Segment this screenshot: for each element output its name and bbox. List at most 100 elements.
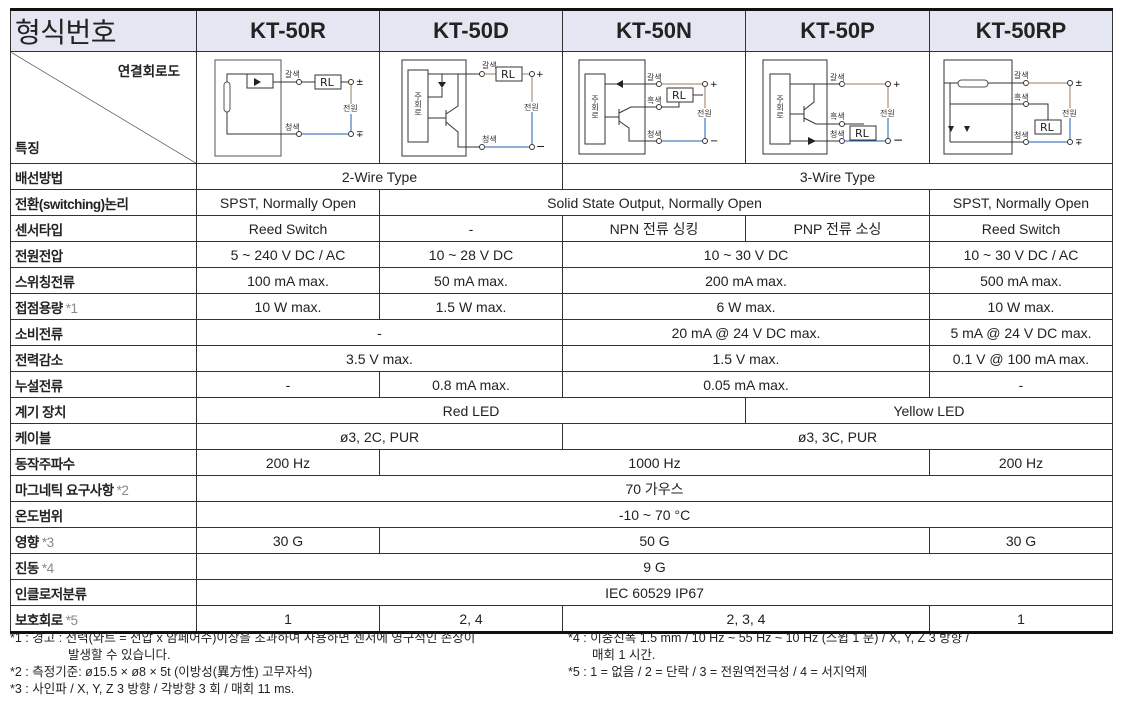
load-label: RL (320, 76, 335, 89)
spec-value: PNP 전류 소싱 (745, 215, 930, 242)
spec-value: Yellow LED (745, 397, 1113, 424)
spec-value: IEC 60529 IP67 (196, 579, 1113, 606)
svg-text:−: − (536, 140, 545, 153)
row-label-text: 계기 장치 (15, 404, 66, 420)
footnote-ref: *2 (116, 482, 129, 498)
spec-value: 5 ~ 240 V DC / AC (196, 241, 380, 268)
spec-value: -10 ~ 70 °C (196, 501, 1113, 528)
row-label: 전력감소 (10, 345, 197, 372)
wire-label: 갈색 (647, 72, 662, 82)
svg-text:∓: ∓ (1075, 138, 1083, 148)
wire-label: 갈색 (830, 72, 845, 82)
wire-label: 청색 (647, 129, 662, 139)
spec-row: 진동 *4 9 G (10, 553, 1113, 580)
spec-value: 200 Hz (929, 449, 1113, 476)
footnote-ref: *4 (41, 560, 54, 576)
svg-text:+: + (893, 80, 901, 90)
spec-value: 10 ~ 30 V DC / AC (929, 241, 1113, 268)
wire-label: 흑색 (1014, 92, 1029, 102)
row-label: 진동 *4 (10, 553, 197, 580)
wire-label: 청색 (482, 134, 497, 144)
row-label-text: 소비전류 (15, 326, 63, 342)
spec-value: 10 W max. (196, 293, 380, 320)
circuit-cell-kt-50p: 주회로 갈색 흑색 청색 RL 전원 + − (745, 51, 930, 164)
spec-value: Red LED (196, 397, 746, 424)
row-label: 누설전류 (10, 371, 197, 398)
spec-value: 1 (929, 605, 1113, 633)
load-label: RL (855, 127, 870, 140)
row-label: 센서타입 (10, 215, 197, 242)
svg-text:−: − (893, 133, 903, 147)
spec-row: 동작주파수 200 Hz 1000 Hz 200 Hz (10, 449, 1113, 476)
load-label: RL (1040, 121, 1055, 134)
svg-text:+: + (710, 80, 718, 90)
row-label: 소비전류 (10, 319, 197, 346)
spec-value: - (196, 319, 563, 346)
row-label-text: 보호회로 (15, 612, 63, 628)
footnote-4-cont: 매회 1 시간. (592, 648, 656, 662)
row-label: 온도범위 (10, 501, 197, 528)
spec-value: Reed Switch (196, 215, 380, 242)
wire-label: 전원 (524, 102, 539, 112)
spec-row: 케이블 ø3, 2C, PUR ø3, 3C, PUR (10, 423, 1113, 450)
wire-label: 갈색 (1014, 70, 1029, 80)
main-circuit-label: 주회로 (591, 95, 600, 119)
spec-value: 30 G (929, 527, 1113, 554)
spec-row: 접점용량 *1 10 W max. 1.5 W max. 6 W max. 10 W ma… (10, 293, 1113, 320)
spec-value: - (929, 371, 1113, 398)
spec-value: 3.5 V max. (196, 345, 563, 372)
wire-label: 전원 (343, 103, 358, 113)
spec-value: 10 W max. (929, 293, 1113, 320)
circuit-cell-kt-50r: 갈색 청색 RL 전원 ± ∓ (196, 51, 380, 164)
row-label-text: 진동 (15, 560, 39, 576)
circuit-cell-kt-50n: 주회로 갈색 흑색 청색 RL 전원 + − (562, 51, 746, 164)
wire-label: 전원 (697, 108, 712, 118)
spec-value: 0.1 V @ 100 mA max. (929, 345, 1113, 372)
model-kt-50p: KT-50P (745, 9, 930, 52)
circuit-cell-kt-50rp: 갈색 흑색 청색 RL 전원 ± ∓ (929, 51, 1113, 164)
spec-value: 10 ~ 30 V DC (562, 241, 930, 268)
spec-value: 3-Wire Type (562, 163, 1113, 190)
wire-label: 청색 (1014, 130, 1029, 140)
circuit-cell-kt-50d: 주회로 갈색 청색 RL 전원 + − (379, 51, 563, 164)
circuit-row: 연결회로도 특징 갈색 청색 RL 전원 ± ∓ 주회로 갈색 청색 RL 전원 + − 주… (10, 51, 1113, 164)
spec-value: 200 Hz (196, 449, 380, 476)
spec-value: 30 G (196, 527, 380, 554)
svg-text:∓: ∓ (356, 130, 364, 140)
row-label: 배선방법 (10, 163, 197, 190)
row-label: 마그네틱 요구사항 *2 (10, 475, 197, 502)
row-label-text: 동작주파수 (15, 456, 75, 472)
row-label: 스위칭전류 (10, 267, 197, 294)
wire-label: 전원 (1062, 108, 1077, 118)
main-circuit-label: 주회로 (776, 95, 785, 119)
row-label-text: 마그네틱 요구사항 (15, 482, 114, 498)
model-kt-50rp: KT-50RP (929, 9, 1113, 52)
spec-row: 누설전류 -0.8 mA max. 0.05 mA max. - (10, 371, 1113, 398)
row-label-text: 스위칭전류 (15, 274, 75, 290)
spec-value: 1.5 W max. (379, 293, 563, 320)
row-label-text: 영향 (15, 534, 39, 550)
spec-row: 센서타입 Reed Switch - NPN 전류 싱킹 PNP 전류 소싱 Reed S… (10, 215, 1113, 242)
model-kt-50n: KT-50N (562, 9, 746, 52)
spec-value: 1.5 V max. (562, 345, 930, 372)
row-label-text: 누설전류 (15, 378, 63, 394)
spec-value: 500 mA max. (929, 267, 1113, 294)
row-label-text: 배선방법 (15, 170, 63, 186)
spec-value: 50 G (379, 527, 930, 554)
model-title: 형식번호 (10, 9, 197, 52)
spec-value: - (379, 215, 563, 242)
spec-row: 계기 장치 Red LED Yellow LED (10, 397, 1113, 424)
row-label: 동작주파수 (10, 449, 197, 476)
spec-value: - (196, 371, 380, 398)
spec-row: 인클로저분류 IEC 60529 IP67 (10, 579, 1113, 606)
row-label: 보호회로 *5 (10, 605, 197, 633)
model-kt-50r: KT-50R (196, 9, 380, 52)
wire-label: 흑색 (647, 95, 662, 105)
spec-row: 영향 *3 30 G 50 G 30 G (10, 527, 1113, 554)
row-label: 전원전압 (10, 241, 197, 268)
spec-value: 2, 3, 4 (562, 605, 930, 633)
spec-value: 0.8 mA max. (379, 371, 563, 398)
